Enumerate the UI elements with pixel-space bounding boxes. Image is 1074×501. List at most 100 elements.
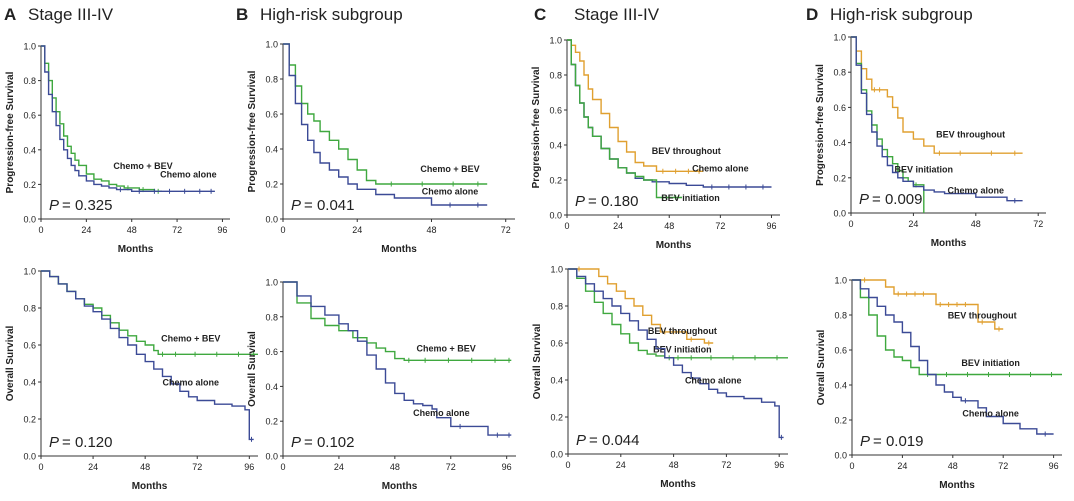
p-value-label: P = 0.009 <box>859 191 922 208</box>
series-label-bev-initiation: BEV initiation <box>653 344 712 354</box>
y-axis-label: Overall Survival <box>247 331 258 407</box>
p-symbol: P <box>860 433 870 450</box>
series-label-chemo-bev: Chemo + BEV <box>420 164 479 174</box>
x-tick-label: 0 <box>38 462 43 472</box>
x-tick-label: 0 <box>280 462 285 472</box>
p-value: = 0.009 <box>872 191 922 208</box>
y-tick-label: 0.0 <box>833 209 846 219</box>
p-value-label: P = 0.044 <box>576 432 639 449</box>
x-axis-label: Months <box>132 481 168 492</box>
y-tick-label: 0.2 <box>834 416 847 426</box>
x-axis-label: Months <box>660 479 696 490</box>
y-tick-label: 0.4 <box>23 145 36 155</box>
y-tick-label: 0.8 <box>23 76 36 86</box>
p-symbol: P <box>291 197 301 214</box>
y-axis-label: Overall Survival <box>816 329 827 405</box>
p-value: = 0.325 <box>62 197 112 214</box>
y-tick-label: 0.2 <box>549 176 562 186</box>
km-curve-bev-initiation <box>568 268 788 359</box>
y-tick-label: 1.0 <box>550 265 563 275</box>
y-axis-label: Progression-free Survival <box>5 71 16 193</box>
y-tick-label: 1.0 <box>833 33 846 43</box>
x-tick-label: 0 <box>564 221 569 231</box>
y-tick-label: 0.0 <box>834 451 847 461</box>
x-tick-label: 48 <box>948 461 958 471</box>
series-label-chemo-alone: Chemo alone <box>948 186 1005 196</box>
series-label-bev-throughout: BEV throughout <box>648 326 717 336</box>
y-tick-label: 0.2 <box>265 180 278 190</box>
plot-a-pfs: 0.0 0.2 0.4 0.6 0.8 1.0 0 24 48 72 96 Months Progres… <box>5 42 230 255</box>
y-tick-label: 0.8 <box>549 71 562 81</box>
y-axis-label: Progression-free Survival <box>815 64 826 186</box>
y-tick-label: 0.2 <box>23 180 36 190</box>
series-label-chemo-bev: Chemo + BEV <box>161 333 220 343</box>
series-label-chemo-bev: Chemo + BEV <box>113 161 172 171</box>
series-label-chemo-alone: Chemo alone <box>692 163 749 173</box>
y-tick-label: 0.6 <box>833 103 846 113</box>
km-curve-bev-initiation <box>567 39 682 199</box>
x-axis-label: Months <box>118 244 154 255</box>
p-symbol: P <box>291 434 301 451</box>
x-axis-label: Months <box>656 240 692 251</box>
y-tick-label: 0.0 <box>23 452 36 462</box>
km-curve-bev-throughout <box>851 36 1023 154</box>
series-label-bev-initiation: BEV initiation <box>895 165 954 175</box>
y-tick-label: 0.0 <box>265 215 278 225</box>
p-value: = 0.019 <box>873 433 923 450</box>
km-curve-bev-throughout <box>567 39 704 172</box>
km-curve-bev-throughout <box>852 279 1004 330</box>
km-curve-chemo-alone <box>41 45 215 192</box>
series-label-bev-initiation: BEV initiation <box>961 358 1020 368</box>
y-tick-label: 0.8 <box>265 312 278 322</box>
y-tick-label: 1.0 <box>834 276 847 286</box>
y-tick-label: 1.0 <box>23 42 36 52</box>
panel-title: High-risk subgroup <box>260 5 403 24</box>
plot-c-os: 0.0 0.2 0.4 0.6 0.8 1.0 0 24 48 72 96 Months Overall… <box>532 265 788 490</box>
plot-b-pfs: 0.0 0.2 0.4 0.6 0.8 1.0 0 24 48 72 Months Progressi… <box>247 40 515 255</box>
x-axis-label: Months <box>939 480 975 491</box>
x-tick-label: 96 <box>766 221 776 231</box>
x-tick-label: 72 <box>721 460 731 470</box>
x-tick-label: 72 <box>715 221 725 231</box>
km-curve-chemo-alone <box>851 36 1023 202</box>
y-tick-label: 0.4 <box>549 141 562 151</box>
p-symbol: P <box>576 432 586 449</box>
panel-title: High-risk subgroup <box>830 5 973 24</box>
x-tick-label: 24 <box>616 460 626 470</box>
y-tick-label: 0.4 <box>833 138 846 148</box>
p-symbol: P <box>575 193 585 210</box>
x-tick-label: 48 <box>971 219 981 229</box>
y-tick-label: 0.0 <box>265 452 278 462</box>
panel-header-d: D High-risk subgroup <box>806 5 973 24</box>
y-tick-label: 0.0 <box>23 215 36 225</box>
y-tick-label: 0.8 <box>265 75 278 85</box>
y-tick-label: 0.2 <box>23 415 36 425</box>
p-symbol: P <box>49 197 59 214</box>
p-value: = 0.102 <box>304 434 354 451</box>
x-tick-label: 24 <box>88 462 98 472</box>
y-axis-label: Overall Survival <box>532 323 543 399</box>
series-label-bev-initiation: BEV initiation <box>661 193 720 203</box>
x-axis-label: Months <box>931 238 967 249</box>
y-tick-label: 1.0 <box>549 36 562 46</box>
x-tick-label: 48 <box>664 221 674 231</box>
p-value: = 0.041 <box>304 197 354 214</box>
x-tick-label: 24 <box>897 461 907 471</box>
km-curve-chemo-bev <box>283 281 512 361</box>
km-curve-chemo-bev <box>41 270 258 355</box>
p-value: = 0.180 <box>588 193 638 210</box>
x-tick-label: 48 <box>127 225 137 235</box>
y-tick-label: 1.0 <box>265 278 278 288</box>
p-value-label: P = 0.180 <box>575 193 638 210</box>
y-tick-label: 0.4 <box>550 376 563 386</box>
x-tick-label: 96 <box>774 460 784 470</box>
panel-letter: D <box>806 5 818 24</box>
panel-letter: C <box>534 5 546 24</box>
x-tick-label: 48 <box>140 462 150 472</box>
y-tick-label: 0.4 <box>834 381 847 391</box>
x-tick-label: 72 <box>172 225 182 235</box>
km-curve-chemo-alone <box>852 279 1054 435</box>
y-tick-label: 1.0 <box>265 40 278 50</box>
x-tick-label: 24 <box>81 225 91 235</box>
series-label-chemo-alone: Chemo alone <box>162 378 219 388</box>
